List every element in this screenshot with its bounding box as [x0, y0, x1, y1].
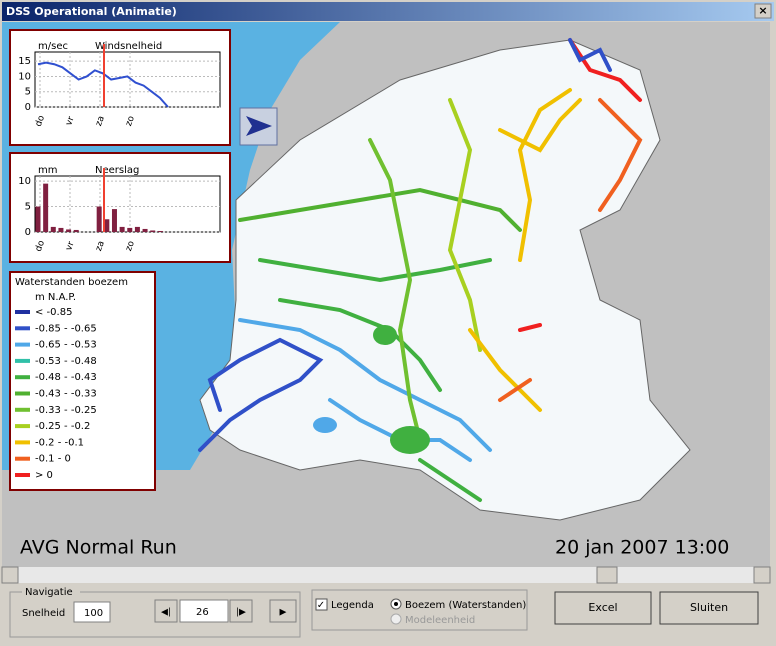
x-tick-label: vr	[64, 115, 77, 127]
check-mark: ✓	[317, 600, 325, 611]
y-tick-label: 0	[25, 102, 31, 113]
prev-icon: ◀|	[161, 608, 171, 618]
legend-label: -0.85 - -0.65	[35, 323, 97, 334]
x-tick-label: do	[34, 239, 47, 253]
bar	[111, 209, 117, 232]
timestamp: 20 jan 2007 13:00	[555, 537, 729, 559]
legend-label: -0.65 - -0.53	[35, 340, 97, 351]
scrollbar[interactable]	[2, 567, 770, 583]
radio-1-dot	[394, 602, 398, 606]
navigation-group	[9, 591, 301, 638]
next-icon: |▶	[236, 608, 246, 618]
legend-unit: m N.A.P.	[35, 292, 76, 303]
frame-input[interactable]	[179, 599, 229, 623]
legend-items: < -0.85 -0.85 - -0.65 -0.65 - -0.53 -0.53 -…	[15, 307, 97, 481]
bar	[50, 226, 56, 232]
title-bar	[2, 2, 774, 21]
legend-label: -0.48 - -0.43	[35, 372, 97, 383]
legend-label: -0.53 - -0.48	[35, 356, 97, 367]
y-tick-label: 5	[25, 202, 31, 213]
options-group	[311, 589, 528, 631]
chart-title: Windsnelheid	[95, 41, 162, 52]
legend-checkbox[interactable]	[315, 598, 328, 611]
legend-box	[9, 271, 156, 491]
close-window[interactable]	[754, 3, 772, 19]
x-tick-label: za	[94, 115, 107, 128]
window-title: DSS Operational (Animatie)	[6, 5, 177, 18]
y-tick-label: 10	[18, 176, 31, 187]
next-button[interactable]	[229, 599, 253, 623]
x-tick-label: do	[34, 114, 47, 128]
y-tick-label: 15	[18, 56, 31, 67]
speed-input[interactable]	[73, 601, 111, 623]
unit: mm	[38, 165, 57, 176]
x-tick-label: zo	[124, 114, 137, 127]
radio-2[interactable]	[390, 613, 402, 625]
legend-label: < -0.85	[35, 307, 72, 318]
excel-label: Excel	[588, 601, 617, 614]
bar	[142, 228, 148, 232]
bar	[104, 219, 110, 232]
y-tick-label: 10	[18, 71, 31, 82]
legend-label: -0.43 - -0.33	[35, 389, 97, 400]
bar	[150, 230, 156, 232]
wind-chart: m/sec Windsnelheid 0 5 10 15 do vr za zo	[18, 41, 221, 128]
option-2: Modeleenheid	[405, 615, 475, 626]
navigation-title: Navigatie	[25, 587, 73, 598]
bar	[73, 229, 79, 232]
waterways	[198, 38, 643, 502]
bar	[43, 183, 49, 232]
close-label: Sluiten	[690, 601, 728, 614]
bar	[96, 206, 102, 232]
group-label-bg	[22, 586, 80, 598]
unit: m/sec	[38, 41, 68, 52]
legend-label: -0.25 - -0.2	[35, 421, 90, 432]
speed-label: Snelheid	[22, 608, 65, 619]
y-tick-label: 5	[25, 87, 31, 98]
prev-button[interactable]	[154, 599, 178, 623]
lake	[373, 325, 397, 345]
x-tick-label: vr	[64, 240, 77, 252]
bar	[58, 227, 64, 232]
play-button[interactable]	[269, 599, 297, 623]
bar	[119, 226, 125, 232]
legend-label: -0.2 - -0.1	[35, 437, 84, 448]
legend-title: Waterstanden boezem	[15, 277, 128, 288]
rain-chart: mm Neerslag 0 5 10 do vr za zo	[18, 165, 221, 253]
lake	[390, 426, 430, 454]
legend-checkbox-label: Legenda	[331, 600, 374, 611]
bar	[134, 226, 140, 232]
scroll-right[interactable]	[753, 566, 771, 584]
close-x: ×	[758, 4, 767, 17]
legend-label: -0.1 - 0	[35, 454, 71, 465]
play-arrow-icon	[246, 116, 272, 136]
excel-button[interactable]	[554, 591, 652, 625]
frame-value: 26	[196, 607, 209, 618]
chart-title: Neerslag	[95, 165, 139, 176]
speed-value: 100	[84, 608, 103, 619]
scroll-left[interactable]	[1, 566, 19, 584]
bar	[35, 206, 41, 232]
x-tick-label: zo	[124, 239, 137, 252]
run-label: AVG Normal Run	[20, 537, 177, 559]
wind-chart-box	[9, 29, 231, 146]
x-tick-label: za	[94, 240, 107, 253]
bar	[157, 230, 163, 232]
bar	[127, 227, 133, 232]
close-button[interactable]	[659, 591, 759, 625]
lake	[313, 417, 337, 433]
legend-label: -0.33 - -0.25	[35, 405, 97, 416]
option-1: Boezem (Waterstanden)	[405, 600, 526, 611]
y-tick-label: 0	[25, 227, 31, 238]
legend-label: > 0	[35, 470, 53, 481]
scroll-thumb[interactable]	[596, 566, 618, 584]
bar	[66, 229, 72, 232]
play-icon: ▶	[280, 608, 287, 618]
